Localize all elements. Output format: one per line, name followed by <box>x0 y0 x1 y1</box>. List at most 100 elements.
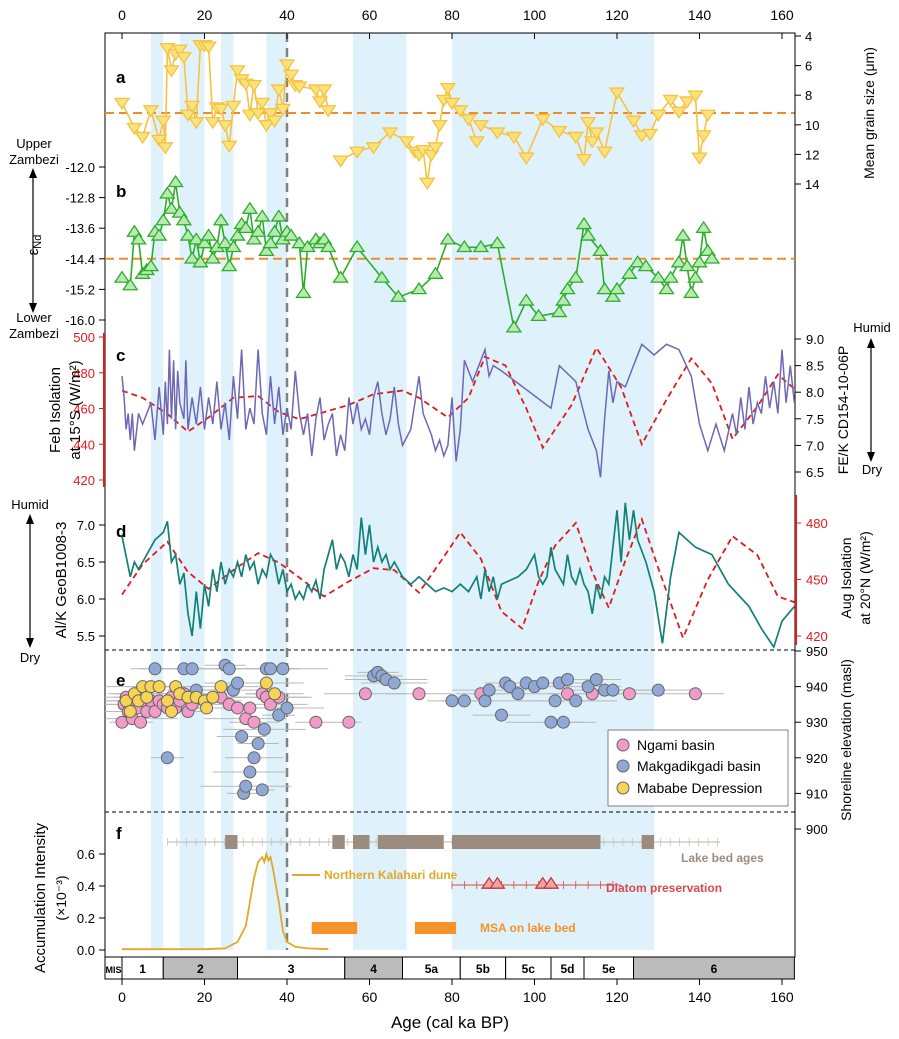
a-grain-size-point <box>468 136 485 149</box>
d-left-tick-label: 5.5 <box>77 629 95 644</box>
a-grain-size-point <box>245 79 263 93</box>
b-end-point <box>456 239 473 253</box>
a-grain-size-point <box>588 127 605 140</box>
b-end-point <box>427 266 444 279</box>
mis-stage-label: 1 <box>139 962 146 976</box>
a-grain-size-point <box>266 115 283 128</box>
a-grain-size-point <box>381 127 399 140</box>
b-end-point <box>575 216 593 230</box>
b-end-point <box>192 255 209 268</box>
f-lakebed-range <box>641 835 655 849</box>
humid-interval-1 <box>179 33 205 950</box>
x-tick-label-bottom: 100 <box>523 989 547 1005</box>
a-grain-size-point <box>695 130 712 143</box>
f-diatom-point <box>489 876 506 889</box>
x-tick-label-top: 160 <box>770 7 794 23</box>
d-right-tick-label: 420 <box>806 629 828 644</box>
x-tick-label-top: 140 <box>688 7 712 23</box>
b-end-point <box>183 251 201 264</box>
f-axis-title-1: Accumulation Intensity <box>32 822 49 973</box>
b-end-point <box>229 228 246 241</box>
e-makgadikgadi-point <box>235 729 249 743</box>
mis-stage-label: 6 <box>711 962 718 976</box>
legend-makgadikgadi: Makgadikgadi basin <box>637 758 761 774</box>
e-makgadikgadi-point <box>445 694 459 708</box>
a-grain-size-point <box>183 100 201 114</box>
e-makgadikgadi-point <box>185 662 199 676</box>
a-tick-label: 6 <box>805 59 812 74</box>
a-grain-size-point <box>596 146 613 159</box>
e-tick-label: 940 <box>806 680 828 695</box>
e-axis-title: Shoreline elevation (masl) <box>838 659 854 821</box>
a-grain-size-point <box>274 103 292 116</box>
b-end-point <box>155 213 172 226</box>
e-mababe-point <box>200 701 214 715</box>
d-left-tick-label: 6.0 <box>77 592 95 607</box>
d-dry-label: Dry <box>20 650 41 665</box>
e-makgadikgadi-point <box>536 676 550 690</box>
c-left-title-1: Feb Isolation <box>47 367 64 453</box>
a-grain-size-point <box>419 177 436 190</box>
mis-stage-box <box>633 956 795 980</box>
c-right-tick-label: 8.0 <box>806 385 824 400</box>
a-grain-size-point <box>518 152 535 165</box>
b-end-point <box>299 239 316 253</box>
e-makgadikgadi-point <box>264 662 277 676</box>
d-right-title-2: at 20°N (W/m²) <box>857 531 873 625</box>
panel-label-c: c <box>116 346 125 365</box>
c-right-tick-label: 6.5 <box>806 465 824 480</box>
b-end-point <box>196 236 213 249</box>
a-grain-size-point <box>270 84 287 97</box>
c-right-tick-label: 7.0 <box>806 438 824 453</box>
c-right-title: FE/K CD154-10-06P <box>835 346 851 474</box>
e-makgadikgadi-point <box>651 683 665 697</box>
a-grain-size-point <box>204 116 221 130</box>
a-grain-size-point <box>175 51 193 65</box>
e-ngami-point <box>243 701 257 715</box>
a-grain-size-point <box>687 90 704 103</box>
b-end-point <box>658 281 675 295</box>
e-ngami-point <box>412 687 426 701</box>
e-tick-label: 910 <box>806 786 828 801</box>
a-grain-size-point <box>489 127 506 140</box>
a-grain-size-point <box>567 131 584 145</box>
f-lakebed-range <box>332 835 345 849</box>
f-axis-title-2: (×10⁻³) <box>53 875 69 920</box>
x-tick-label-top: 120 <box>605 7 629 23</box>
a-tick-label: 10 <box>805 118 819 133</box>
a-grain-size-point <box>142 105 160 118</box>
a-grain-size-point <box>472 119 490 133</box>
panel-label-b: b <box>116 182 126 201</box>
a-grain-size-point <box>625 115 642 128</box>
y-axis-d-left: 7.0 6.5 6.0 5.5 <box>77 518 105 644</box>
b-end-point <box>373 270 391 283</box>
e-makgadikgadi-point <box>148 662 162 676</box>
b-end-point <box>167 174 184 188</box>
e-ngami-point <box>688 687 702 701</box>
panel-label-a: a <box>116 68 126 87</box>
f-lakebed-range <box>353 835 370 849</box>
e-tick-label: 920 <box>806 751 828 766</box>
b-lower-label-2: Zambezi <box>9 326 59 341</box>
b-end-point <box>295 285 312 299</box>
b-end-point <box>674 228 692 241</box>
e-tick-label: 900 <box>806 822 828 837</box>
e-ngami-point <box>561 687 574 701</box>
b-end-point <box>530 308 547 322</box>
panel-a-grain-size <box>105 40 795 190</box>
e-mababe-point <box>206 690 220 704</box>
b-end-point <box>629 255 646 268</box>
x-tick-label-bottom: 0 <box>118 989 126 1005</box>
panel-d-alk-insolation <box>121 502 795 650</box>
panel-c-insolation-fek <box>121 343 795 478</box>
e-mababe-point <box>259 676 273 690</box>
legend-ngami: Ngami basin <box>637 737 715 753</box>
a-tick-label: 8 <box>805 88 812 103</box>
a-grain-size-point <box>332 155 349 168</box>
c-left-tick-label: 480 <box>73 366 95 381</box>
e-makgadikgadi-point <box>272 708 286 722</box>
a-grain-size-point <box>113 97 131 111</box>
c-right-tick-label: 8.5 <box>806 359 824 374</box>
b-end-point <box>216 236 234 249</box>
a-grain-size-point <box>348 146 366 159</box>
